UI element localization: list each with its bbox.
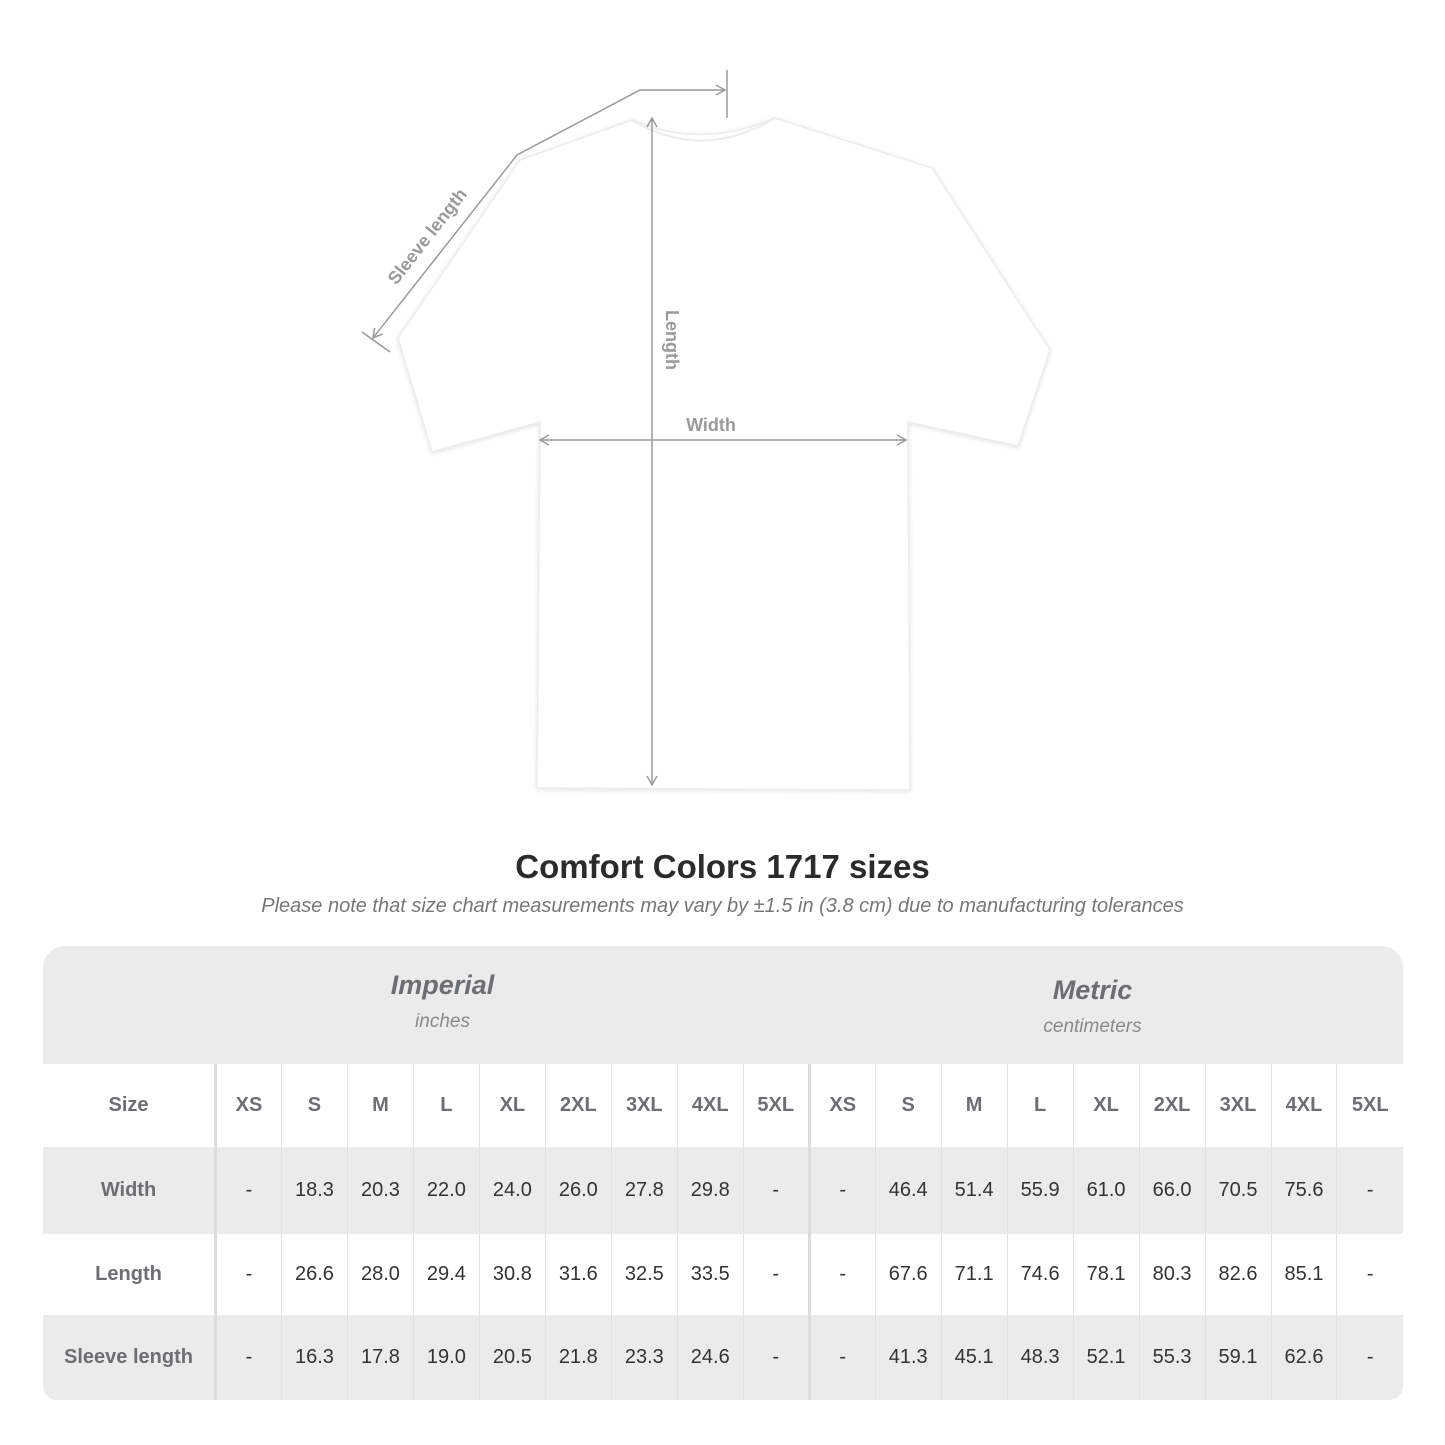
imperial-value-cell: 18.3 [280, 1147, 348, 1234]
imperial-value-cell: 27.8 [610, 1147, 678, 1234]
size-header: Size [43, 1064, 217, 1147]
imperial-value-cell: - [742, 1234, 810, 1315]
table-header-row: Size XS S M L XL 2XL 3XL 4XL 5XL XS S M L XL 2XL 3XL 4XL 5… [43, 1064, 1403, 1147]
metric-value-cell: - [1336, 1315, 1403, 1400]
metric-size-header: L [1006, 1064, 1074, 1147]
metric-value-cell: 45.1 [940, 1315, 1008, 1400]
imperial-size-header: S [280, 1064, 348, 1147]
metric-value-cell: 51.4 [940, 1147, 1008, 1234]
metric-value-cell: - [1336, 1147, 1403, 1234]
imperial-value-cell: 33.5 [676, 1234, 744, 1315]
metric-value-cell: 80.3 [1138, 1234, 1206, 1315]
imperial-value-cell: 30.8 [478, 1234, 546, 1315]
table-row: Sleeve length -16.3 17.8 19.0 20.5 21.8 23.3 24… [43, 1315, 1403, 1400]
imperial-value-cell: - [742, 1147, 810, 1234]
unit-header-band [43, 946, 1403, 1064]
imperial-value-cell: 21.8 [544, 1315, 612, 1400]
metric-value-cell: 55.9 [1006, 1147, 1074, 1234]
metric-size-header: 3XL [1204, 1064, 1271, 1147]
imperial-value-cell: 32.5 [610, 1234, 678, 1315]
imperial-value-cell: 31.6 [544, 1234, 612, 1315]
imperial-value-cell: 19.0 [412, 1315, 480, 1400]
metric-value-cell: 78.1 [1072, 1234, 1140, 1315]
table-row: Width -18.3 20.3 22.0 24.0 26.0 27.8 29.8- -46.4… [43, 1147, 1403, 1234]
metric-value-cell: 41.3 [874, 1315, 942, 1400]
imperial-value-cell: 29.8 [676, 1147, 744, 1234]
row-label: Sleeve length [43, 1315, 217, 1400]
width-label: Width [686, 415, 736, 435]
imperial-value-cell: 23.3 [610, 1315, 678, 1400]
metric-unit: centimeters [1043, 1016, 1142, 1037]
row-label: Length [43, 1234, 217, 1315]
imperial-value-cell: 17.8 [346, 1315, 414, 1400]
imperial-size-header: 4XL [676, 1064, 744, 1147]
metric-size-header: 2XL [1138, 1064, 1206, 1147]
metric-value-cell: - [1336, 1234, 1403, 1315]
imperial-value-cell: 22.0 [412, 1147, 480, 1234]
row-label: Width [43, 1147, 217, 1234]
metric-size-header: XL [1072, 1064, 1140, 1147]
metric-value-cell: 59.1 [1204, 1315, 1271, 1400]
metric-value-cell: 67.6 [874, 1234, 942, 1315]
metric-size-header: XS [807, 1064, 876, 1147]
metric-value-cell: - [807, 1147, 876, 1234]
tshirt-shape [397, 117, 1051, 791]
metric-value-cell: 48.3 [1006, 1315, 1074, 1400]
metric-header: Metric centimeters [810, 975, 1375, 1038]
imperial-unit: inches [415, 1011, 470, 1032]
metric-value-cell: 52.1 [1072, 1315, 1140, 1400]
metric-value-cell: - [807, 1315, 876, 1400]
page-title: Comfort Colors 1717 sizes [515, 848, 930, 885]
imperial-value-cell: 20.5 [478, 1315, 546, 1400]
imperial-value-cell: - [215, 1234, 282, 1315]
metric-value-cell: 62.6 [1270, 1315, 1337, 1400]
metric-size-header: M [940, 1064, 1008, 1147]
metric-value-cell: 71.1 [940, 1234, 1008, 1315]
imperial-value-cell: - [215, 1315, 282, 1400]
metric-value-cell: 85.1 [1270, 1234, 1337, 1315]
metric-title: Metric [1052, 975, 1133, 1005]
metric-value-cell: 75.6 [1270, 1147, 1337, 1234]
metric-value-cell: 74.6 [1006, 1234, 1074, 1315]
length-label: Length [662, 310, 682, 370]
metric-value-cell: 61.0 [1072, 1147, 1140, 1234]
imperial-value-cell: 26.6 [280, 1234, 348, 1315]
metric-value-cell: 70.5 [1204, 1147, 1271, 1234]
imperial-size-header: M [346, 1064, 414, 1147]
imperial-value-cell: 20.3 [346, 1147, 414, 1234]
imperial-value-cell: 26.0 [544, 1147, 612, 1234]
imperial-header: Imperial inches [215, 970, 670, 1033]
tolerance-note: Please note that size chart measurements… [261, 895, 1184, 917]
imperial-value-cell: 16.3 [280, 1315, 348, 1400]
metric-size-header: 4XL [1270, 1064, 1337, 1147]
metric-value-cell: 46.4 [874, 1147, 942, 1234]
imperial-size-header: 5XL [742, 1064, 810, 1147]
imperial-value-cell: 24.0 [478, 1147, 546, 1234]
imperial-size-header: XS [215, 1064, 282, 1147]
imperial-size-header: 3XL [610, 1064, 678, 1147]
imperial-value-cell: - [742, 1315, 810, 1400]
imperial-value-cell: 24.6 [676, 1315, 744, 1400]
metric-size-header: S [874, 1064, 942, 1147]
metric-value-cell: - [807, 1234, 876, 1315]
imperial-size-header: 2XL [544, 1064, 612, 1147]
size-table: Size XS S M L XL 2XL 3XL 4XL 5XL XS S M L XL 2XL 3XL 4XL 5… [43, 1064, 1403, 1400]
metric-size-header: 5XL [1336, 1064, 1403, 1147]
table-row: Length -26.6 28.0 29.4 30.8 31.6 32.5 33.5- -67.… [43, 1234, 1403, 1315]
imperial-title: Imperial [390, 970, 495, 1000]
sleeve-start-tick [361, 331, 391, 353]
metric-value-cell: 66.0 [1138, 1147, 1206, 1234]
metric-value-cell: 82.6 [1204, 1234, 1271, 1315]
imperial-size-header: XL [478, 1064, 546, 1147]
metric-value-cell: 55.3 [1138, 1315, 1206, 1400]
sleeve-measure-line [372, 84, 727, 340]
imperial-size-header: L [412, 1064, 480, 1147]
imperial-value-cell: - [215, 1147, 282, 1234]
tshirt-diagram: Sleeve length Length Width [361, 70, 1051, 791]
imperial-value-cell: 28.0 [346, 1234, 414, 1315]
imperial-value-cell: 29.4 [412, 1234, 480, 1315]
